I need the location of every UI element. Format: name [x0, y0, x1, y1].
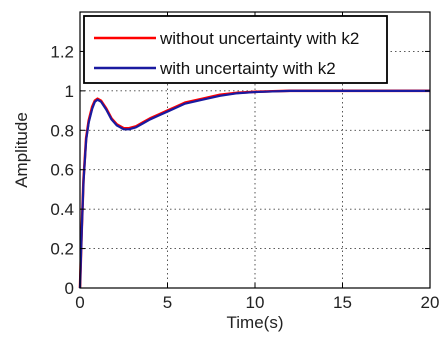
- y-tick-label: 0.4: [50, 200, 74, 219]
- x-axis-label: Time(s): [227, 313, 284, 332]
- series-lines: [78, 89, 430, 289]
- y-tick-label: 0: [65, 279, 74, 298]
- x-tick-label: 20: [421, 293, 439, 312]
- y-tick-label: 1: [65, 82, 74, 101]
- x-tick-label: 10: [246, 293, 265, 312]
- y-tick-label: 0.6: [50, 161, 74, 180]
- y-tick-label: 1.2: [50, 42, 74, 61]
- y-tick-label: 0.2: [50, 240, 74, 259]
- axis-ticks: 0 5 10 15 20 0 0.2 0.4 0.6 0.8 1 1.2: [50, 12, 439, 312]
- legend: without uncertainty with k2 with uncertai…: [83, 15, 388, 84]
- series-line-2: [78, 89, 430, 289]
- x-tick-label: 0: [75, 293, 84, 312]
- x-tick-label: 15: [333, 293, 352, 312]
- legend-label-2: with uncertainty with k2: [159, 59, 336, 78]
- legend-label-1: without uncertainty with k2: [159, 29, 359, 48]
- x-tick-label: 5: [163, 293, 172, 312]
- legend-box: [83, 15, 388, 84]
- y-tick-label: 0.8: [50, 121, 74, 140]
- y-axis-label: Amplitude: [12, 112, 31, 188]
